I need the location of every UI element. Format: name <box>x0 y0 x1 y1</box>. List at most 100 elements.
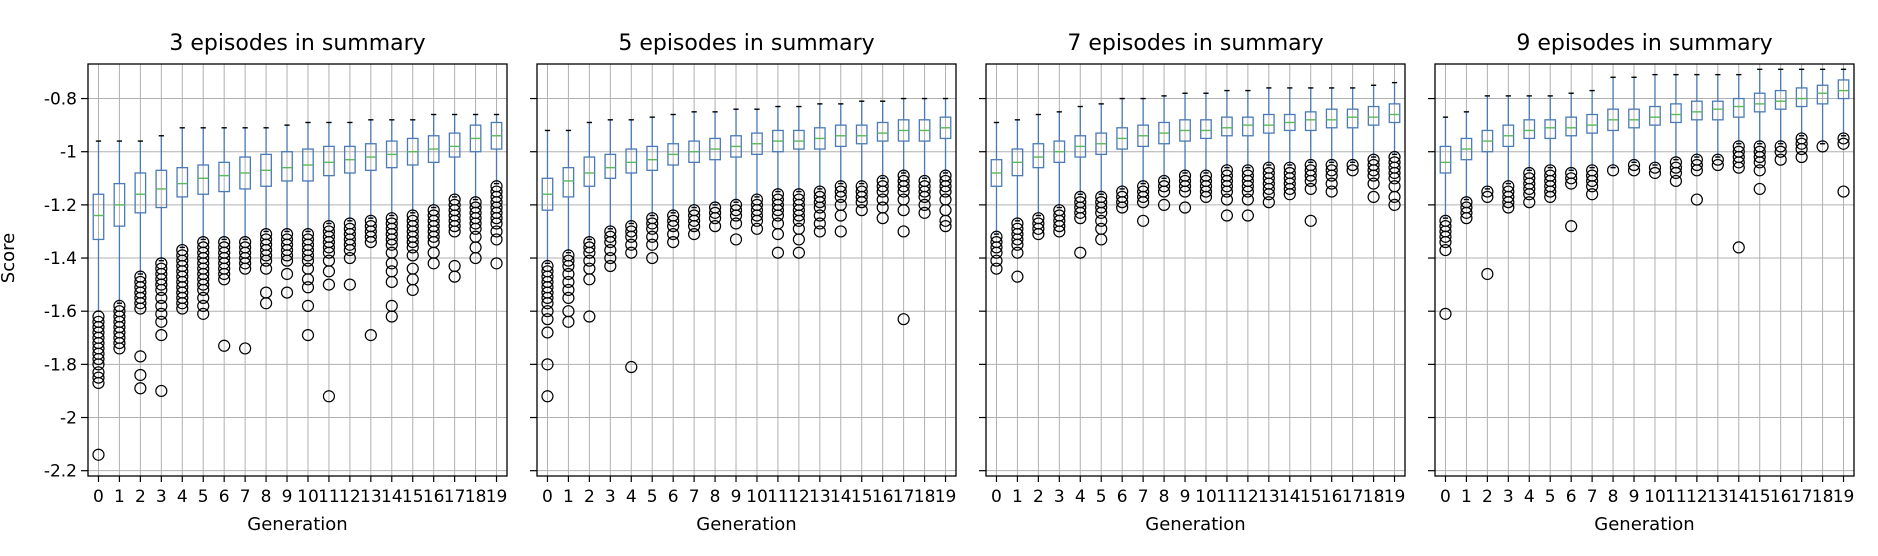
box-gen-16 <box>876 100 889 225</box>
flier-point <box>1011 270 1024 283</box>
box-gen-15 <box>406 119 419 297</box>
box-gen-2 <box>583 121 596 323</box>
flier-point <box>1095 233 1108 246</box>
panel-title: 3 episodes in summary <box>169 31 425 56</box>
box-gen-0 <box>541 129 554 403</box>
box-iqr <box>1304 111 1317 132</box>
flier-point <box>427 257 440 270</box>
flier-point <box>708 220 722 233</box>
flier-point <box>1178 180 1192 193</box>
box-gen-14 <box>1732 73 1745 254</box>
x-tick-label: 0 <box>1440 487 1451 507</box>
flier-point <box>1346 158 1359 172</box>
flier-point <box>1367 169 1380 182</box>
x-tick-label: 2 <box>584 487 595 507</box>
flier-point <box>1439 235 1452 249</box>
panel-title: 5 episodes in summary <box>618 31 874 56</box>
box-gen-12 <box>792 105 805 259</box>
box-gen-7 <box>688 111 701 241</box>
axes-frame <box>87 63 508 477</box>
flier-point <box>176 297 189 310</box>
x-tick-label: 5 <box>198 487 209 507</box>
flier-point <box>1627 158 1641 172</box>
box-iqr <box>1628 108 1640 129</box>
x-tick-label: 19 <box>486 487 508 507</box>
box-iqr <box>448 132 461 158</box>
box-gen-15 <box>855 100 868 217</box>
flier-point <box>918 185 931 198</box>
flier-point <box>1586 188 1599 201</box>
flier-point <box>1283 182 1296 196</box>
box-iqr <box>197 164 210 195</box>
flier-point <box>813 225 826 238</box>
flier-point <box>1669 161 1683 174</box>
flier-point <box>1732 156 1745 169</box>
flier-point <box>385 238 398 251</box>
flier-point <box>1304 174 1317 188</box>
box-iqr <box>1795 87 1808 108</box>
flier-point <box>1074 246 1087 259</box>
flier-point <box>1011 238 1024 251</box>
flier-point <box>897 313 910 326</box>
flier-point <box>541 291 554 305</box>
flier-point <box>1481 185 1494 198</box>
flier-point <box>1241 209 1254 222</box>
flier-point <box>1586 180 1599 193</box>
flier-point <box>1367 177 1380 190</box>
box-gen-9 <box>1627 76 1641 177</box>
flier-point <box>1753 156 1766 169</box>
flier-point <box>1544 190 1557 204</box>
y-tick-label: -0.8 <box>44 90 77 110</box>
box-gen-19 <box>939 97 952 233</box>
flier-point <box>990 262 1003 275</box>
flier-point <box>155 299 168 312</box>
flier-point <box>1690 193 1703 206</box>
flier-point <box>604 243 617 257</box>
flier-point <box>406 241 419 254</box>
flier-point <box>750 222 764 235</box>
flier-point <box>1116 196 1129 209</box>
flier-point <box>1053 220 1066 233</box>
flier-point <box>301 281 315 294</box>
box-iqr <box>876 121 889 142</box>
flier-point <box>876 193 889 206</box>
box-gen-1 <box>113 140 126 355</box>
x-tick-label: 18 <box>1812 487 1834 507</box>
x-axis-title: Generation <box>1594 514 1694 535</box>
flier-point <box>427 230 440 243</box>
box-gen-9 <box>729 108 743 246</box>
flier-point <box>771 204 785 217</box>
flier-point <box>1565 177 1578 190</box>
x-tick-label: 13 <box>1258 487 1280 507</box>
flier-point <box>448 270 461 283</box>
flier-point <box>562 291 575 305</box>
flier-point <box>541 326 554 339</box>
box-gen-2 <box>1481 95 1494 281</box>
box-gen-6 <box>667 113 680 249</box>
flier-point <box>469 217 482 230</box>
box-iqr <box>134 172 147 214</box>
flier-point <box>1220 185 1234 198</box>
flier-point <box>688 228 701 241</box>
box-gen-14 <box>385 119 398 323</box>
flier-point <box>385 233 398 246</box>
flier-point <box>1502 201 1515 214</box>
x-tick-label: 13 <box>809 487 831 507</box>
flier-point <box>1523 188 1536 201</box>
flier-point <box>625 360 638 374</box>
flier-point <box>1095 201 1108 214</box>
box-gen-3 <box>1502 95 1515 214</box>
box-gen-5 <box>1095 103 1108 246</box>
box-gen-17 <box>897 97 910 326</box>
x-tick-label: 8 <box>261 487 272 507</box>
x-tick-label: 17 <box>444 487 466 507</box>
box-gen-12 <box>1241 89 1254 222</box>
box-gen-9 <box>1178 92 1192 214</box>
flier-point <box>792 246 805 259</box>
box-iqr <box>1262 113 1275 134</box>
box-gen-16 <box>1774 68 1787 166</box>
x-tick-label: 6 <box>1566 487 1577 507</box>
box-iqr <box>1241 116 1254 137</box>
flier-point <box>876 180 889 193</box>
flier-point <box>469 251 482 265</box>
